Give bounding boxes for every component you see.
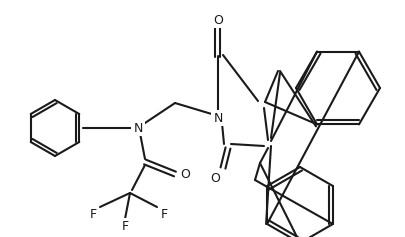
- Text: F: F: [121, 219, 128, 232]
- Text: N: N: [213, 111, 222, 124]
- Text: F: F: [160, 208, 167, 220]
- Text: F: F: [89, 208, 96, 220]
- Text: O: O: [213, 14, 222, 27]
- Text: O: O: [209, 172, 220, 184]
- Text: O: O: [180, 168, 190, 181]
- Text: N: N: [133, 122, 142, 135]
